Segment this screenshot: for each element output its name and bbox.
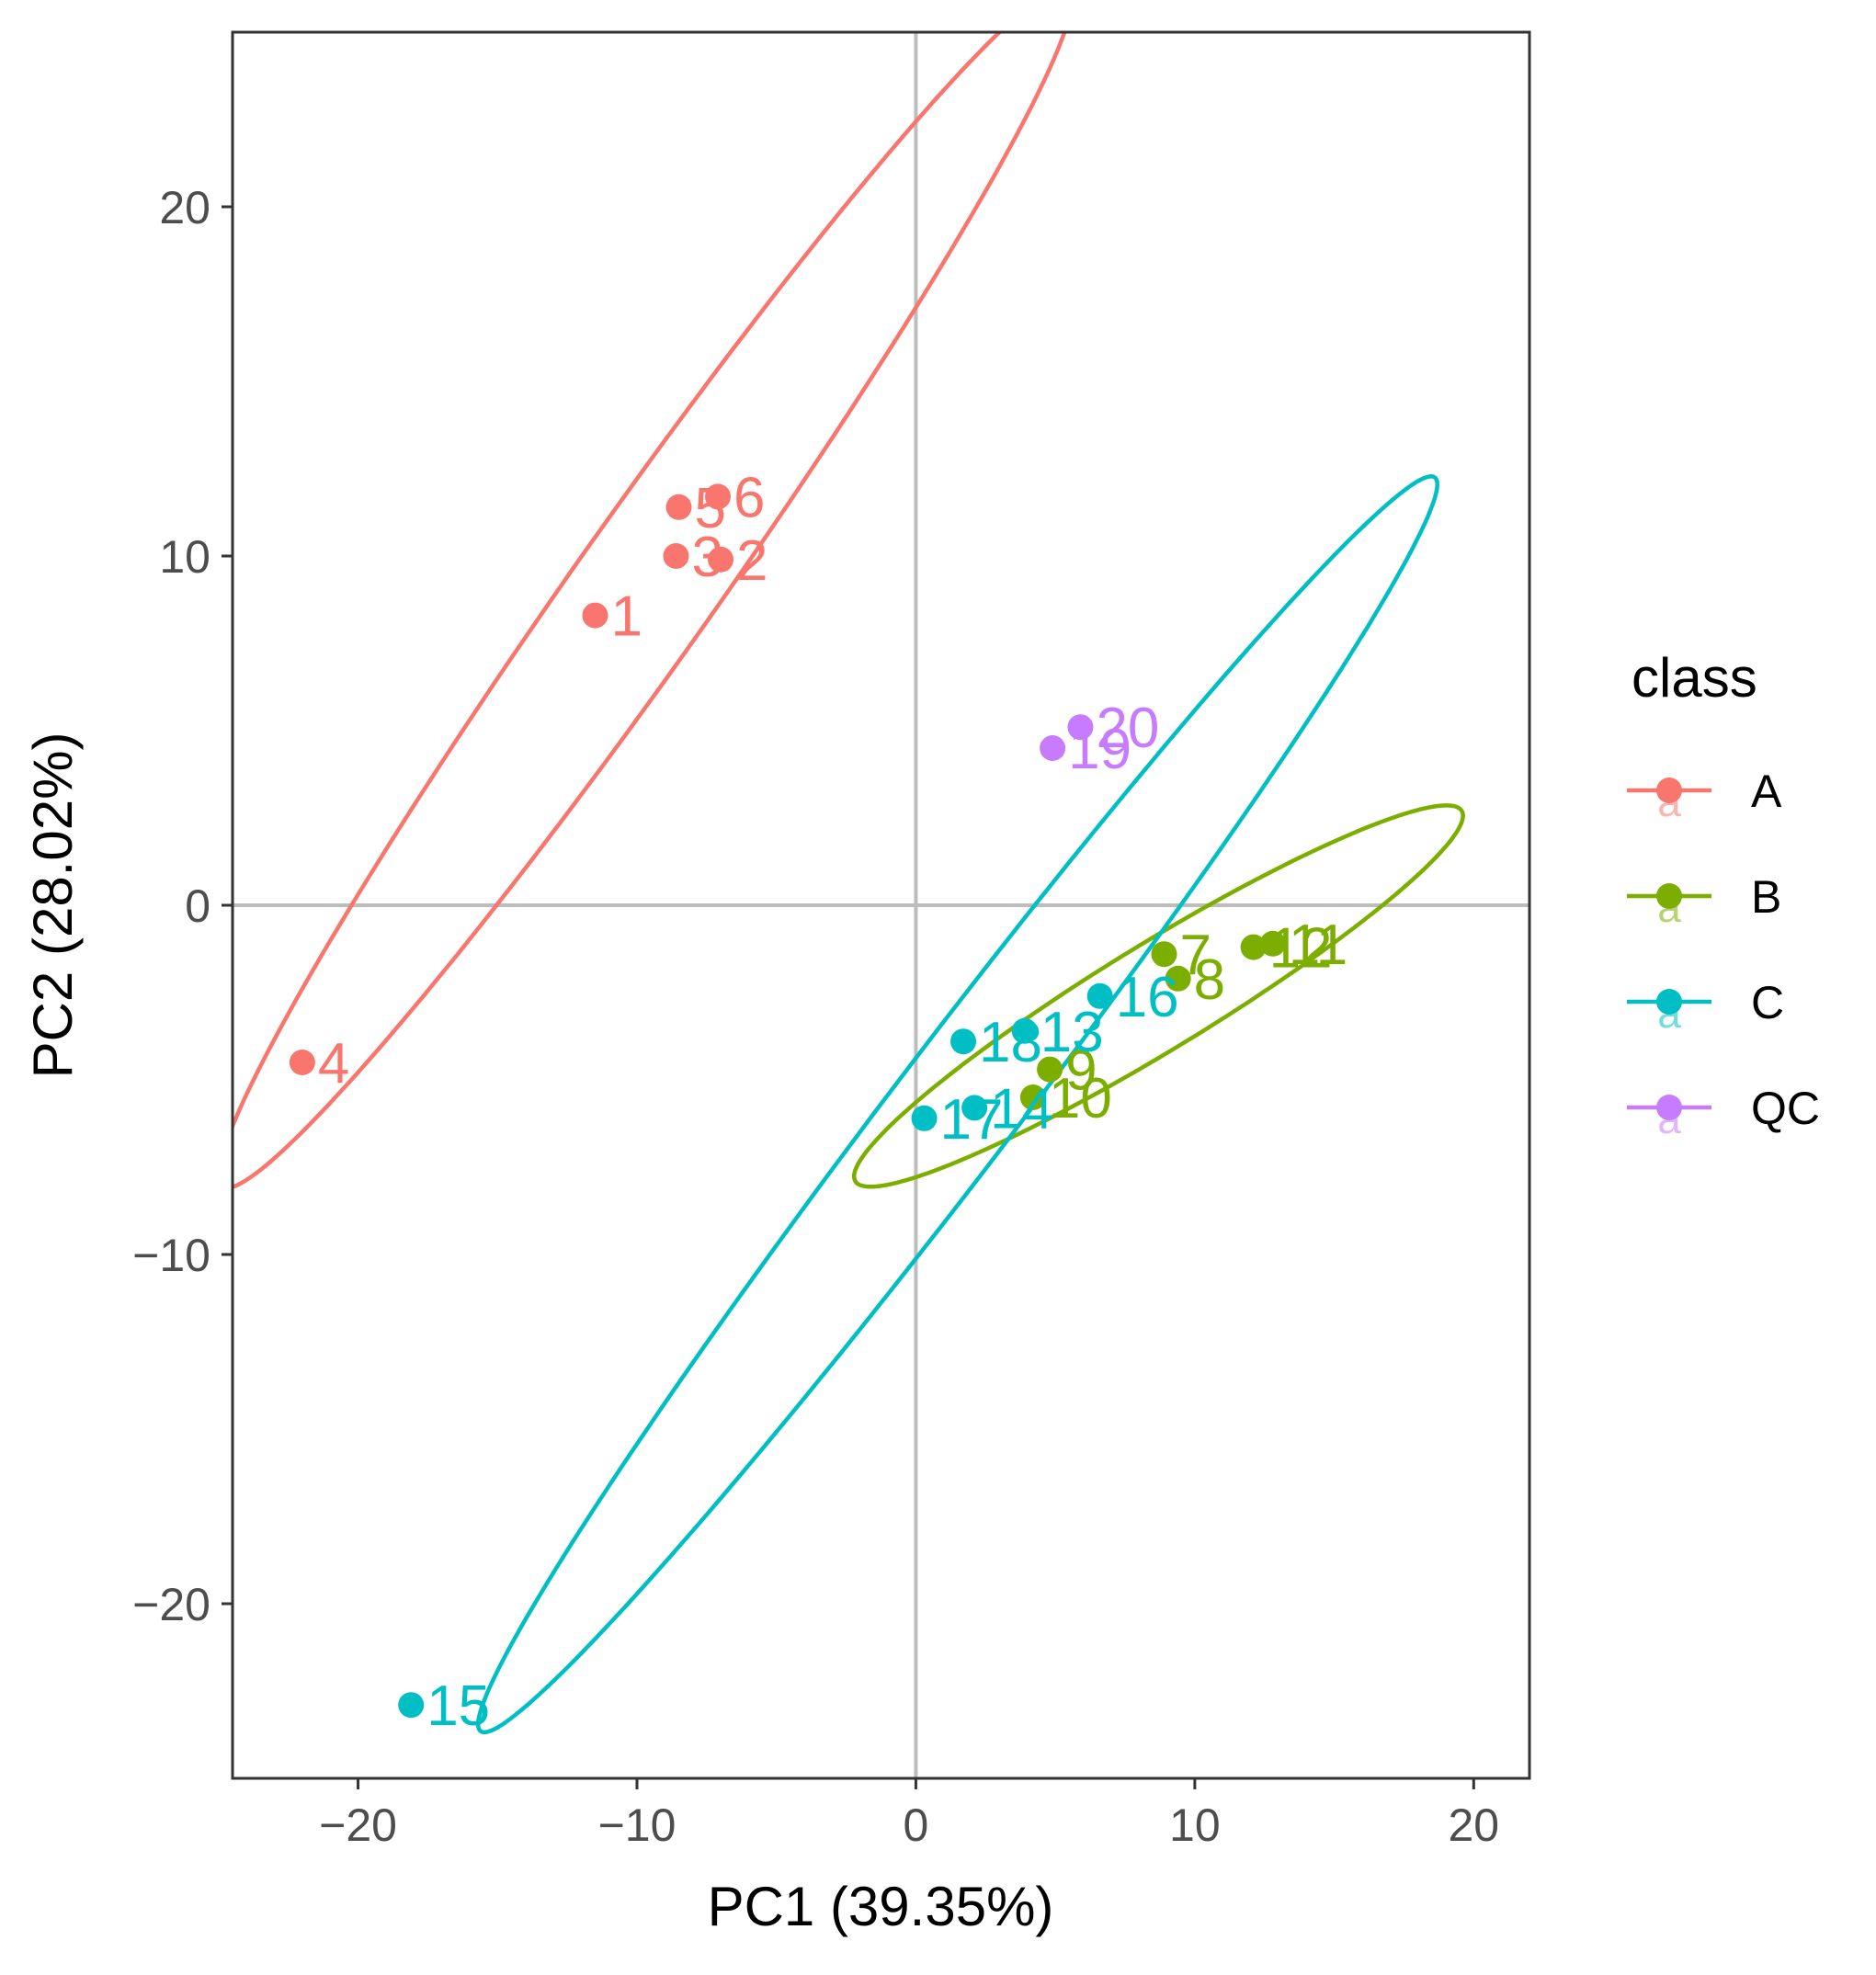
point-label-16: 16 (1116, 966, 1179, 1029)
point-4 (289, 1050, 315, 1075)
point-label-3: 3 (691, 526, 722, 589)
point-1 (582, 602, 608, 629)
x-axis-ticks: −20 −10 0 10 20 (319, 1778, 1499, 1851)
point-12 (1240, 934, 1267, 960)
legend-key-text-glyph: a (1657, 1095, 1681, 1142)
point-2 (708, 546, 734, 573)
x-tick-label: 0 (904, 1799, 929, 1851)
point-5 (665, 494, 692, 520)
point-label-4: 4 (318, 1032, 349, 1095)
y-tick-label: 0 (185, 880, 210, 932)
point-18 (950, 1028, 977, 1055)
x-tick-label: −10 (598, 1799, 676, 1851)
legend-label-C: C (1751, 977, 1784, 1028)
data-points (289, 483, 1286, 1719)
y-tick-label: −20 (132, 1579, 210, 1630)
point-9 (1037, 1056, 1063, 1083)
y-tick-label: −10 (132, 1230, 210, 1281)
point-label-12: 12 (1269, 917, 1333, 981)
ellipse-A (233, 32, 1067, 1189)
point-label-1: 1 (610, 585, 642, 649)
y-tick-label: 20 (159, 182, 210, 233)
point-label-13: 13 (1040, 1001, 1104, 1064)
point-label-2: 2 (736, 529, 767, 593)
ellipse-C (475, 474, 1439, 1735)
legend-label-A: A (1751, 766, 1782, 817)
x-tick-label: 20 (1448, 1799, 1499, 1851)
x-tick-label: 10 (1169, 1799, 1221, 1851)
point-label-5: 5 (695, 477, 726, 540)
point-3 (663, 543, 689, 569)
point-15 (398, 1692, 425, 1719)
legend-key-point-C (1656, 989, 1682, 1015)
y-axis-title: PC2 (28.02%) (22, 732, 84, 1079)
point-13 (1011, 1017, 1038, 1044)
legend-key-point-A (1656, 778, 1682, 803)
point-6 (704, 483, 731, 510)
confidence-ellipses (233, 32, 1465, 1735)
point-label-7: 7 (1179, 924, 1211, 987)
ellipse-B (851, 803, 1465, 1189)
legend-title: class (1632, 647, 1757, 709)
point-14 (961, 1095, 988, 1121)
legend-key-point-QC (1656, 1095, 1682, 1120)
point-10 (1019, 1084, 1046, 1110)
point-label-15: 15 (426, 1674, 490, 1738)
point-7 (1151, 941, 1177, 968)
legend-label-B: B (1751, 871, 1781, 923)
point-16 (1086, 982, 1113, 1009)
legend-label-QC: QC (1751, 1083, 1820, 1134)
point-label-9: 9 (1065, 1039, 1097, 1103)
legend-key-text-glyph: a (1657, 989, 1681, 1037)
point-label-6: 6 (733, 466, 765, 529)
point-17 (911, 1105, 938, 1131)
legend-key-point-B (1656, 883, 1682, 909)
legend-key-text-glyph: a (1657, 883, 1681, 931)
point-label-8: 8 (1194, 948, 1225, 1012)
point-label-17: 17 (940, 1088, 1004, 1152)
y-axis-ticks: −20 −10 0 10 20 (132, 182, 233, 1630)
point-label-11: 11 (1289, 914, 1347, 977)
point-20 (1067, 714, 1094, 741)
point-label-10: 10 (1049, 1067, 1112, 1130)
point-label-19: 19 (1068, 718, 1131, 781)
point-8 (1165, 965, 1191, 992)
legend: a Aa Ba Ca QC (1627, 766, 1820, 1142)
point-label-20: 20 (1096, 697, 1159, 760)
point-11 (1259, 930, 1286, 957)
y-tick-label: 10 (159, 531, 210, 583)
x-tick-label: −20 (319, 1799, 397, 1851)
point-label-18: 18 (979, 1011, 1042, 1074)
point-label-14: 14 (990, 1077, 1053, 1141)
legend-key-text-glyph: a (1657, 778, 1681, 825)
point-19 (1040, 735, 1066, 761)
x-axis-title: PC1 (39.35%) (708, 1876, 1054, 1937)
